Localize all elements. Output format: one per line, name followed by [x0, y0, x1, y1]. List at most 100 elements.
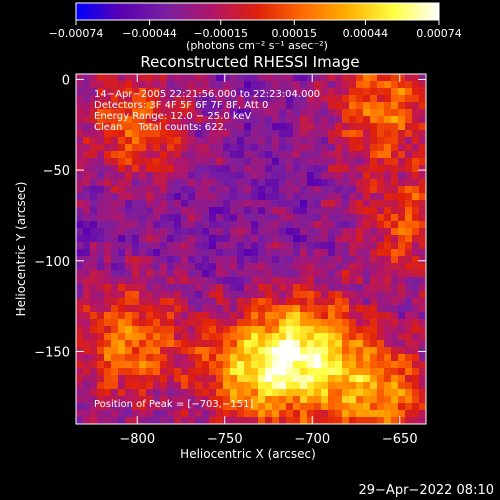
heatmap-cell: [195, 270, 203, 278]
heatmap-cell: [314, 123, 322, 131]
heatmap-cell: [405, 221, 413, 229]
heatmap-cell: [83, 214, 91, 222]
heatmap-cell: [146, 326, 154, 334]
heatmap-cell: [111, 172, 119, 180]
heatmap-cell: [335, 305, 343, 313]
heatmap-cell: [104, 193, 112, 201]
heatmap-cell: [244, 137, 252, 145]
heatmap-cell: [342, 347, 350, 355]
heatmap-cell: [202, 382, 210, 390]
heatmap-cell: [139, 319, 147, 327]
heatmap-cell: [125, 130, 133, 138]
heatmap-cell: [237, 333, 245, 341]
heatmap-cell: [139, 200, 147, 208]
heatmap-cell: [321, 242, 329, 250]
heatmap-cell: [314, 340, 322, 348]
heatmap-cell: [139, 298, 147, 306]
heatmap-cell: [258, 88, 266, 96]
heatmap-cell: [279, 340, 287, 348]
y-axis: 0−50−100−150: [34, 73, 426, 360]
heatmap-cell: [181, 130, 189, 138]
heatmap-cell: [160, 354, 168, 362]
heatmap-cell: [244, 235, 252, 243]
heatmap-cell: [258, 277, 266, 285]
heatmap-cell: [223, 333, 231, 341]
heatmap-cell: [335, 396, 343, 404]
heatmap-cell: [97, 88, 105, 96]
heatmap-cell: [286, 95, 294, 103]
heatmap-cell: [286, 263, 294, 271]
heatmap-cell: [342, 116, 350, 124]
heatmap-cell: [118, 389, 126, 397]
heatmap-cell: [370, 354, 378, 362]
heatmap-cell: [153, 291, 161, 299]
heatmap-cell: [272, 270, 280, 278]
heatmap-cell: [167, 74, 175, 82]
heatmap-cell: [251, 249, 259, 257]
heatmap-cell: [132, 74, 140, 82]
heatmap-cell: [272, 221, 280, 229]
heatmap-cell: [363, 284, 371, 292]
heatmap-cell: [384, 291, 392, 299]
heatmap-cell: [104, 81, 112, 89]
heatmap-cell: [174, 144, 182, 152]
x-axis-label: Heliocentric X (arcsec): [180, 447, 316, 461]
heatmap-cell: [342, 319, 350, 327]
heatmap-cell: [258, 396, 266, 404]
heatmap-cell: [328, 403, 336, 411]
heatmap-cell: [209, 347, 217, 355]
heatmap-cell: [132, 298, 140, 306]
heatmap-cell: [293, 74, 301, 82]
heatmap-cell: [139, 326, 147, 334]
colorbar-tick-label: −0.00015: [193, 27, 248, 40]
heatmap-cell: [307, 158, 315, 166]
heatmap-cell: [76, 109, 84, 117]
heatmap-cell: [419, 242, 426, 250]
heatmap-cell: [125, 382, 133, 390]
heatmap-cell: [118, 109, 126, 117]
heatmap-cell: [153, 298, 161, 306]
heatmap-cell: [111, 123, 119, 131]
heatmap-cell: [412, 130, 420, 138]
heatmap-cell: [153, 179, 161, 187]
heatmap-cell: [237, 270, 245, 278]
heatmap-cell: [356, 291, 364, 299]
heatmap-cell: [216, 347, 224, 355]
heatmap-cell: [237, 368, 245, 376]
heatmap-cell: [321, 165, 329, 173]
heatmap-cell: [363, 193, 371, 201]
heatmap-cell: [244, 116, 252, 124]
heatmap-cell: [188, 361, 196, 369]
heatmap-cell: [216, 249, 224, 257]
heatmap-cell: [251, 214, 259, 222]
heatmap-cell: [370, 340, 378, 348]
heatmap-cell: [118, 410, 126, 418]
heatmap-cell: [230, 130, 238, 138]
heatmap-cell: [153, 88, 161, 96]
heatmap-cell: [76, 305, 84, 313]
heatmap-cell: [391, 319, 399, 327]
heatmap-cell: [237, 417, 245, 424]
heatmap-cell: [209, 319, 217, 327]
heatmap-cell: [279, 116, 287, 124]
heatmap-cell: [293, 242, 301, 250]
heatmap-cell: [405, 165, 413, 173]
heatmap-cell: [174, 361, 182, 369]
heatmap-cell: [181, 354, 189, 362]
heatmap-cell: [237, 137, 245, 145]
heatmap-cell: [377, 270, 385, 278]
heatmap-cell: [356, 207, 364, 215]
heatmap-cell: [132, 200, 140, 208]
heatmap-cell: [251, 291, 259, 299]
heatmap-cell: [104, 228, 112, 236]
heatmap-cell: [335, 130, 343, 138]
heatmap-cell: [97, 74, 105, 82]
heatmap-cell: [398, 193, 406, 201]
heatmap-cell: [370, 347, 378, 355]
heatmap-cell: [188, 137, 196, 145]
heatmap-cell: [160, 242, 168, 250]
heatmap-cell: [349, 144, 357, 152]
heatmap-cell: [202, 144, 210, 152]
heatmap-cell: [195, 298, 203, 306]
heatmap-cell: [174, 249, 182, 257]
